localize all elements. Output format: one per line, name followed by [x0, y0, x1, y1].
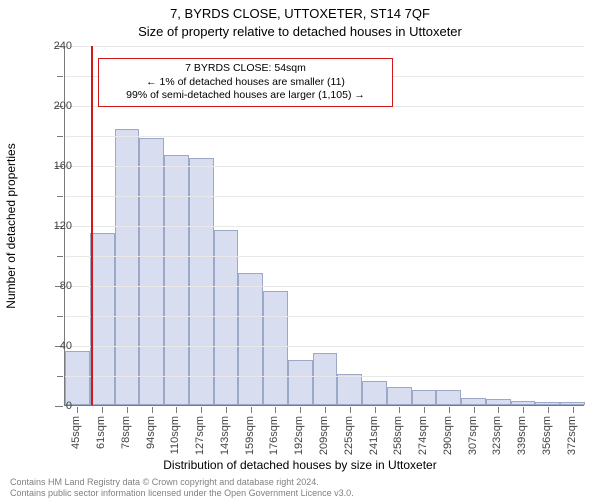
title-address: 7, BYRDS CLOSE, UTTOXETER, ST14 7QF — [0, 6, 600, 21]
x-tick-label: 274sqm — [417, 416, 429, 455]
x-tick — [77, 407, 78, 413]
histogram-bar — [560, 402, 585, 405]
histogram-bar — [90, 233, 115, 406]
x-tick-label: 143sqm — [219, 416, 231, 455]
histogram-bar — [313, 353, 338, 406]
x-tick — [424, 407, 425, 413]
y-tick-label: 160 — [32, 160, 72, 172]
y-tick — [57, 136, 63, 137]
histogram-bar — [139, 138, 164, 405]
histogram-bar — [337, 374, 362, 406]
x-tick-label: 159sqm — [244, 416, 256, 455]
x-tick-label: 225sqm — [343, 416, 355, 455]
gridline — [65, 256, 584, 257]
gridline — [65, 376, 584, 377]
histogram-bar — [115, 129, 140, 405]
x-tick-label: 78sqm — [120, 416, 132, 449]
y-tick — [57, 316, 63, 317]
x-tick-label: 290sqm — [442, 416, 454, 455]
y-tick-label: 0 — [32, 400, 72, 412]
footer-attribution: Contains HM Land Registry data © Crown c… — [10, 477, 354, 498]
x-tick-label: 307sqm — [467, 416, 479, 455]
x-tick — [251, 407, 252, 413]
histogram-bar — [65, 351, 90, 405]
histogram-bar — [387, 387, 412, 405]
x-tick-label: 323sqm — [491, 416, 503, 455]
x-tick — [201, 407, 202, 413]
x-tick-label: 209sqm — [318, 416, 330, 455]
x-tick — [325, 407, 326, 413]
histogram-bar — [436, 390, 461, 405]
footer-line-1: Contains HM Land Registry data © Crown c… — [10, 477, 354, 487]
annotation-box: 7 BYRDS CLOSE: 54sqm ← 1% of detached ho… — [98, 58, 393, 107]
histogram-bar — [461, 398, 486, 406]
x-tick — [474, 407, 475, 413]
annotation-line-1: 7 BYRDS CLOSE: 54sqm — [105, 62, 386, 76]
x-tick — [226, 407, 227, 413]
y-tick-label: 120 — [32, 220, 72, 232]
histogram-bar — [164, 155, 189, 406]
gridline — [65, 286, 584, 287]
x-tick-label: 176sqm — [268, 416, 280, 455]
x-tick — [498, 407, 499, 413]
histogram-bar — [362, 381, 387, 405]
histogram-bar — [263, 291, 288, 405]
y-tick — [57, 196, 63, 197]
reference-line — [91, 46, 93, 405]
x-tick-label: 372sqm — [566, 416, 578, 455]
gridline — [65, 136, 584, 137]
gridline — [65, 346, 584, 347]
y-tick-label: 40 — [32, 340, 72, 352]
y-axis-label: Number of detached properties — [4, 143, 18, 308]
x-tick — [399, 407, 400, 413]
histogram-bar — [238, 273, 263, 405]
x-axis-label: Distribution of detached houses by size … — [0, 458, 600, 472]
x-tick-label: 241sqm — [368, 416, 380, 455]
x-tick-label: 258sqm — [392, 416, 404, 455]
x-tick — [350, 407, 351, 413]
gridline — [65, 196, 584, 197]
x-tick-label: 94sqm — [145, 416, 157, 449]
y-tick — [57, 76, 63, 77]
y-tick — [57, 256, 63, 257]
histogram-bar — [486, 399, 511, 405]
x-tick — [375, 407, 376, 413]
gridline — [65, 226, 584, 227]
histogram-bar — [189, 158, 214, 406]
x-tick-label: 127sqm — [194, 416, 206, 455]
x-tick — [127, 407, 128, 413]
x-tick — [152, 407, 153, 413]
x-tick — [573, 407, 574, 413]
x-tick-label: 356sqm — [541, 416, 553, 455]
title-subtitle: Size of property relative to detached ho… — [0, 24, 600, 39]
y-tick-label: 200 — [32, 100, 72, 112]
y-tick-label: 80 — [32, 280, 72, 292]
histogram-bar — [511, 401, 536, 406]
footer-line-2: Contains public sector information licen… — [10, 488, 354, 498]
histogram-bar — [288, 360, 313, 405]
gridline — [65, 316, 584, 317]
x-tick — [523, 407, 524, 413]
x-tick — [275, 407, 276, 413]
x-tick — [300, 407, 301, 413]
x-tick — [176, 407, 177, 413]
x-tick — [449, 407, 450, 413]
x-tick-label: 61sqm — [95, 416, 107, 449]
y-tick — [57, 376, 63, 377]
annotation-line-2: ← 1% of detached houses are smaller (11) — [105, 76, 386, 90]
gridline — [65, 46, 584, 47]
x-tick-label: 45sqm — [70, 416, 82, 449]
y-tick-label: 240 — [32, 40, 72, 52]
annotation-line-3: 99% of semi-detached houses are larger (… — [105, 89, 386, 103]
chart-container: 7, BYRDS CLOSE, UTTOXETER, ST14 7QF Size… — [0, 0, 600, 500]
histogram-bar — [535, 402, 560, 405]
x-tick — [548, 407, 549, 413]
x-tick-label: 110sqm — [169, 416, 181, 454]
histogram-bar — [412, 390, 437, 405]
x-tick-label: 339sqm — [516, 416, 528, 455]
gridline — [65, 166, 584, 167]
x-tick-label: 192sqm — [293, 416, 305, 455]
x-tick — [102, 407, 103, 413]
